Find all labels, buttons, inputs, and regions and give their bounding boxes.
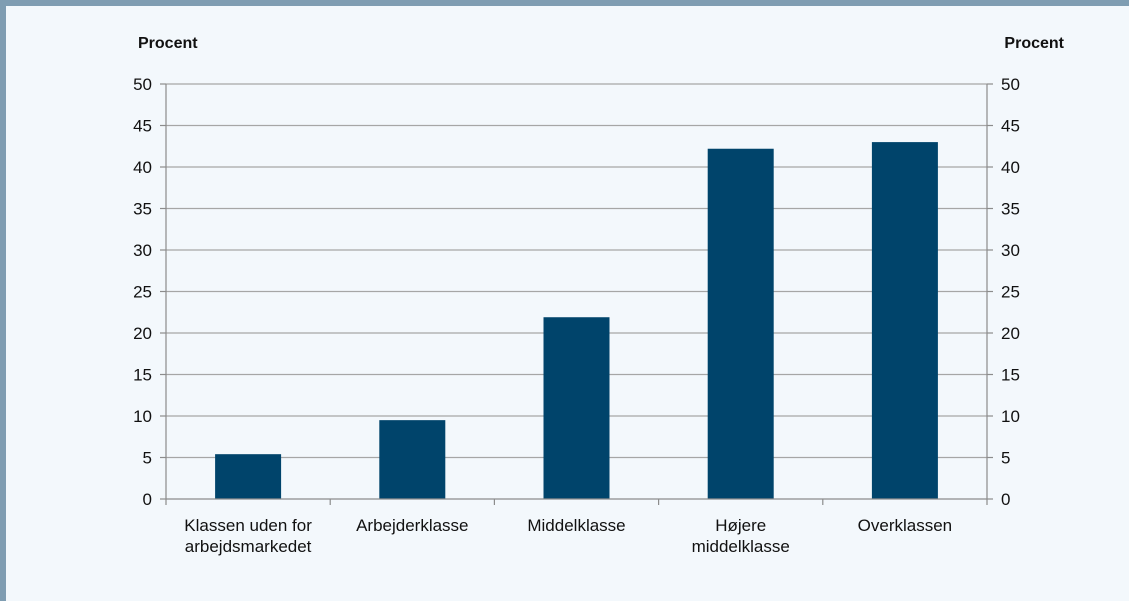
y-tick-label-right: 15 [1001,366,1020,385]
category-label: Middelklasse [527,516,625,535]
y-tick-label-left: 45 [133,117,152,136]
bar-4 [871,142,938,499]
category-label-line: Arbejderklasse [356,516,468,535]
bar-3 [707,148,774,500]
y-tick-label-right: 35 [1001,200,1020,219]
x-axis-categories: Klassen uden for arbejdsmarkedet Arbejderk… [184,516,952,556]
bar-1 [379,420,446,499]
y-tick-label-left: 10 [133,407,152,426]
bars [215,142,938,500]
category-label: Højere middelklasse [692,516,790,556]
category-label-line: Middelklasse [527,516,625,535]
y-tick-label-right: 20 [1001,324,1020,343]
y-tick-label-left: 35 [133,200,152,219]
y-tick-label-left: 15 [133,366,152,385]
gridlines [166,83,987,459]
bar-chart: Procent Procent 0 5 10 15 20 25 30 35 40 45 50 0 5 1… [133,35,1065,556]
y-tick-label-left: 25 [133,283,152,302]
y-tick-label-left: 20 [133,324,152,343]
y-tick-label-right: 45 [1001,117,1020,136]
y-tick-label-left: 30 [133,241,152,260]
y-tick-label-right: 5 [1001,449,1010,468]
category-label: Klassen uden for arbejdsmarkedet [184,516,312,556]
y-axis-unit-left: Procent [138,35,198,52]
category-label: Overklassen [858,516,952,535]
category-label-line: Klassen uden for [184,516,312,535]
category-label-line: Overklassen [858,516,952,535]
y-tick-label-left: 5 [143,449,152,468]
y-tick-label-left: 40 [133,158,152,177]
bar-0 [215,454,282,499]
category-label: Arbejderklasse [356,516,468,535]
y-axis-unit-right: Procent [1004,35,1064,52]
y-tick-label-right: 40 [1001,158,1020,177]
y-tick-label-right: 30 [1001,241,1020,260]
y-axis-right-ticks: 0 5 10 15 20 25 30 35 40 45 50 [987,75,1020,509]
y-tick-label-right: 50 [1001,75,1020,94]
bar-2 [543,317,610,499]
chart-panel: Procent Procent 0 5 10 15 20 25 30 35 40 45 50 0 5 1… [6,6,1129,601]
y-tick-label-right: 25 [1001,283,1020,302]
category-label-line: Højere [715,516,766,535]
category-label-line: middelklasse [692,537,790,556]
y-tick-label-right: 0 [1001,490,1010,509]
y-tick-label-right: 10 [1001,407,1020,426]
y-tick-label-left: 50 [133,75,152,94]
y-tick-label-left: 0 [143,490,152,509]
category-label-line: arbejdsmarkedet [185,537,312,556]
y-axis-left-ticks: 0 5 10 15 20 25 30 35 40 45 50 [133,75,166,509]
